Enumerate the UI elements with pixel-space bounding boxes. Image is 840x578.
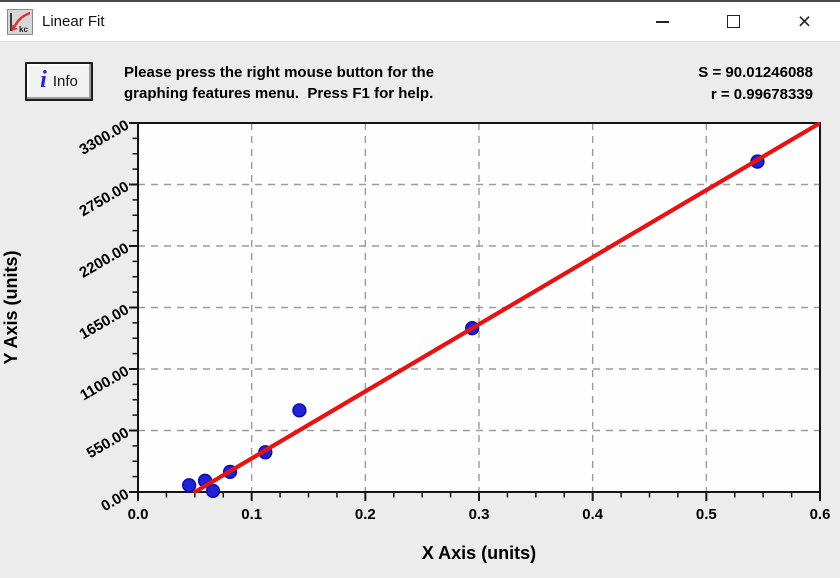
stat-s: S = 90.01246088 bbox=[698, 64, 813, 81]
x-tick-label: 0.4 bbox=[582, 506, 604, 523]
chart-area[interactable]: 0.0 0.1 0.2 0.3 0.4 0.5 0.60.00550.001100.0016… bbox=[0, 112, 840, 578]
info-icon: i bbox=[40, 67, 47, 93]
help-text-line1: Please press the right mouse button for … bbox=[124, 64, 435, 81]
app-icon: kc bbox=[7, 8, 33, 35]
x-tick-label: 0.6 bbox=[810, 506, 831, 523]
help-text: Please press the right mouse button for … bbox=[124, 62, 434, 104]
y-tick-label: 2200.00 bbox=[77, 240, 132, 282]
data-point bbox=[205, 483, 221, 499]
x-tick-label: 0.5 bbox=[696, 506, 717, 523]
close-button[interactable]: × bbox=[769, 2, 840, 41]
y-tick-label: 550.00 bbox=[84, 424, 132, 462]
y-tick-label: 1650.00 bbox=[77, 301, 132, 343]
maximize-icon bbox=[727, 15, 740, 28]
close-icon: × bbox=[797, 8, 812, 34]
info-button[interactable]: i Info bbox=[25, 62, 93, 101]
y-axis: 0.00550.001100.001650.002200.002750.0033… bbox=[77, 117, 138, 515]
gridlines bbox=[138, 123, 820, 492]
x-axis: 0.0 0.1 0.2 0.3 0.4 0.5 0.6 bbox=[128, 492, 831, 523]
fit-statistics: S = 90.01246088 r = 0.99678339 bbox=[698, 62, 813, 106]
data-point bbox=[292, 403, 307, 418]
x-tick-label: 0.0 bbox=[128, 506, 149, 523]
minimize-button[interactable] bbox=[627, 2, 698, 41]
fit-line bbox=[192, 122, 820, 493]
info-button-label: Info bbox=[52, 73, 78, 90]
stat-r: r = 0.99678339 bbox=[710, 86, 813, 103]
y-tick-label: 3300.00 bbox=[77, 117, 132, 159]
y-axis-title: Y Axis (units) bbox=[1, 250, 21, 364]
titlebar: kc Linear Fit × bbox=[0, 0, 840, 42]
x-axis-title: X Axis (units) bbox=[422, 543, 536, 563]
help-text-line2: graphing features menu. Press F1 for hel… bbox=[124, 85, 434, 102]
maximize-button[interactable] bbox=[698, 2, 769, 41]
x-tick-label: 0.3 bbox=[469, 506, 490, 523]
data-point bbox=[182, 478, 197, 493]
window-title: Linear Fit bbox=[42, 13, 105, 30]
minimize-icon bbox=[656, 20, 669, 23]
x-tick-label: 0.2 bbox=[355, 506, 376, 523]
y-tick-label: 2750.00 bbox=[77, 178, 132, 220]
x-tick-label: 0.1 bbox=[241, 506, 262, 523]
svg-text:kc: kc bbox=[19, 25, 28, 34]
window-controls: × bbox=[627, 2, 840, 41]
y-tick-label: 1100.00 bbox=[77, 363, 132, 404]
